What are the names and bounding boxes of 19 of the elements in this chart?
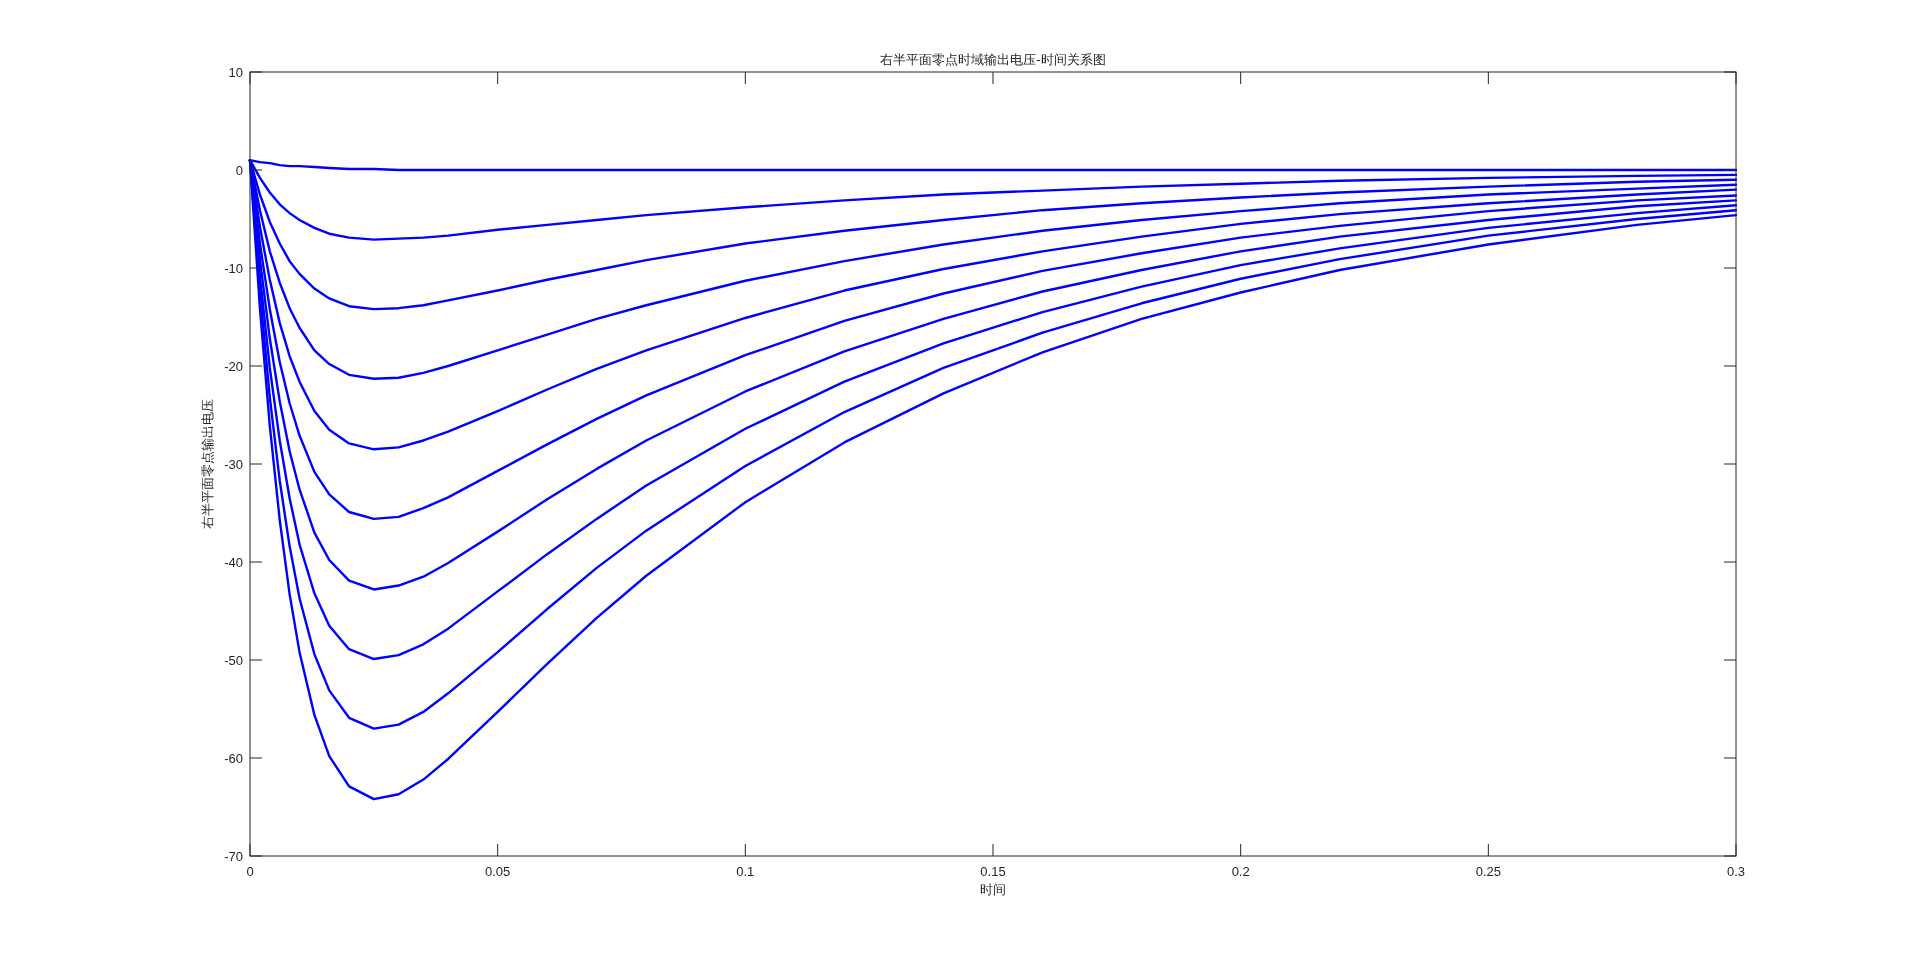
y-tick-label: -10 [224, 260, 243, 276]
y-tick-label: -20 [224, 358, 243, 374]
y-axis-title: 右半平面零点输出电压 [200, 399, 215, 529]
x-axis-title: 时间 [980, 882, 1006, 897]
y-tick-label: -60 [224, 750, 243, 766]
y-tick-label: -40 [224, 554, 243, 570]
x-tick-label: 0.1 [736, 864, 755, 879]
x-tick-label: 0 [246, 864, 254, 879]
x-tick-label: 0.25 [1475, 864, 1501, 879]
x-tick-label: 0.15 [980, 864, 1006, 879]
y-tick-label: -70 [224, 848, 243, 864]
y-tick-label: 0 [235, 162, 243, 178]
chart-title: 右半平面零点时域输出电压-时间关系图 [880, 52, 1106, 67]
y-tick-label: -30 [224, 456, 243, 472]
x-tick-label: 0.2 [1231, 864, 1250, 879]
x-tick-label: 0.05 [485, 864, 511, 879]
y-tick-label: 10 [228, 64, 243, 80]
x-tick-label: 0.3 [1726, 864, 1746, 879]
y-tick-label: -50 [224, 652, 243, 668]
